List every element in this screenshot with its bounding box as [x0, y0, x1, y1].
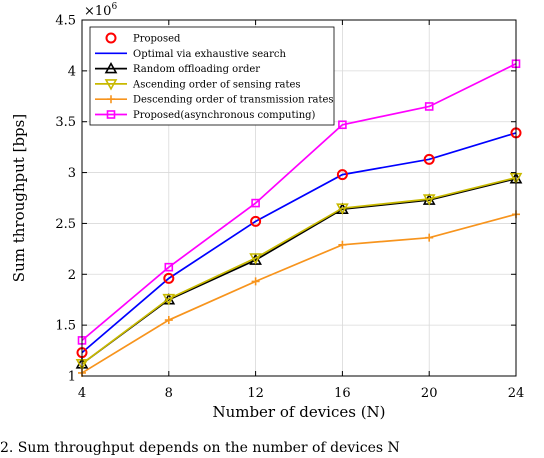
series-layer [75, 59, 523, 377]
data-point [336, 169, 348, 181]
legend-marker [105, 32, 117, 44]
legend-marker [106, 110, 116, 119]
x-tick-label: 24 [508, 386, 525, 401]
legend-box [89, 26, 335, 126]
data-point [251, 277, 260, 286]
data-point [250, 215, 262, 227]
legend-label: Ascending order of sensing rates [132, 79, 301, 90]
legend-marker [104, 61, 118, 74]
legend-label: Descending order of transmission rates [133, 95, 334, 106]
y-tick-label: 1 [68, 370, 76, 385]
data-point [422, 194, 436, 206]
y-tick-label: 3.5 [55, 115, 76, 130]
series-1 [81, 132, 517, 354]
y-tick-label: 2.5 [55, 217, 76, 232]
x-tick-label: 20 [421, 386, 438, 401]
data-point [425, 233, 434, 242]
y-axis-label: Sum throughput [bps] [10, 114, 28, 282]
legend-entry: Ascending order of sensing rates [95, 79, 301, 91]
x-axis-label: Number of devices (N) [212, 403, 385, 421]
plot-frame [81, 19, 517, 377]
legend-label: Proposed [133, 34, 181, 45]
x-tick-label: 8 [165, 386, 173, 401]
data-point [164, 316, 173, 325]
data-point [423, 153, 435, 165]
data-point [336, 203, 349, 215]
y-tick-label: 1.5 [55, 319, 76, 334]
legend-marker [107, 95, 115, 104]
series-line [81, 62, 517, 342]
x-tick-label: 16 [334, 386, 351, 401]
legend-entry: Optimal via exhaustive search [95, 49, 287, 60]
y-tick-label: 3 [68, 166, 76, 181]
legend-entry: Descending order of transmission rates [95, 95, 334, 106]
data-point [162, 293, 176, 306]
data-point [164, 262, 174, 272]
legend-label: Optimal via exhaustive search [133, 49, 287, 60]
y-tick-label: 2 [68, 268, 76, 283]
x-tick-label: 12 [247, 386, 264, 401]
caption-fragment: 2. Sum throughput depends on the number … [0, 440, 400, 456]
series-line [81, 176, 517, 365]
data-point [338, 120, 347, 130]
data-point [424, 102, 434, 111]
data-point [338, 240, 347, 249]
legend-marker [104, 79, 118, 91]
legend-entry: Proposed [105, 32, 181, 45]
legend-label: Proposed(asynchronous computing) [133, 110, 316, 121]
series-line [81, 213, 517, 374]
legend: Proposed Optimal via exhaustive search Ran… [89, 26, 335, 126]
data-point [251, 198, 260, 208]
series-line [81, 132, 517, 354]
legend-label: Random offloading order [133, 64, 260, 75]
y-multiplier: ×106 [84, 2, 117, 19]
legend-entry: Random offloading order [95, 61, 260, 75]
data-point [163, 272, 175, 284]
y-tick-label: 4 [68, 64, 76, 79]
legend-entry: Proposed(asynchronous computing) [95, 110, 316, 121]
series-0 [76, 127, 522, 359]
y-tick-label: 4.5 [55, 14, 76, 29]
axis-ticks: 4 8 12 16 20 24 1 1.5 2 2.5 3 3.5 4 4.5 [55, 14, 524, 402]
x-tick-label: 4 [78, 386, 86, 401]
data-point [249, 253, 262, 265]
